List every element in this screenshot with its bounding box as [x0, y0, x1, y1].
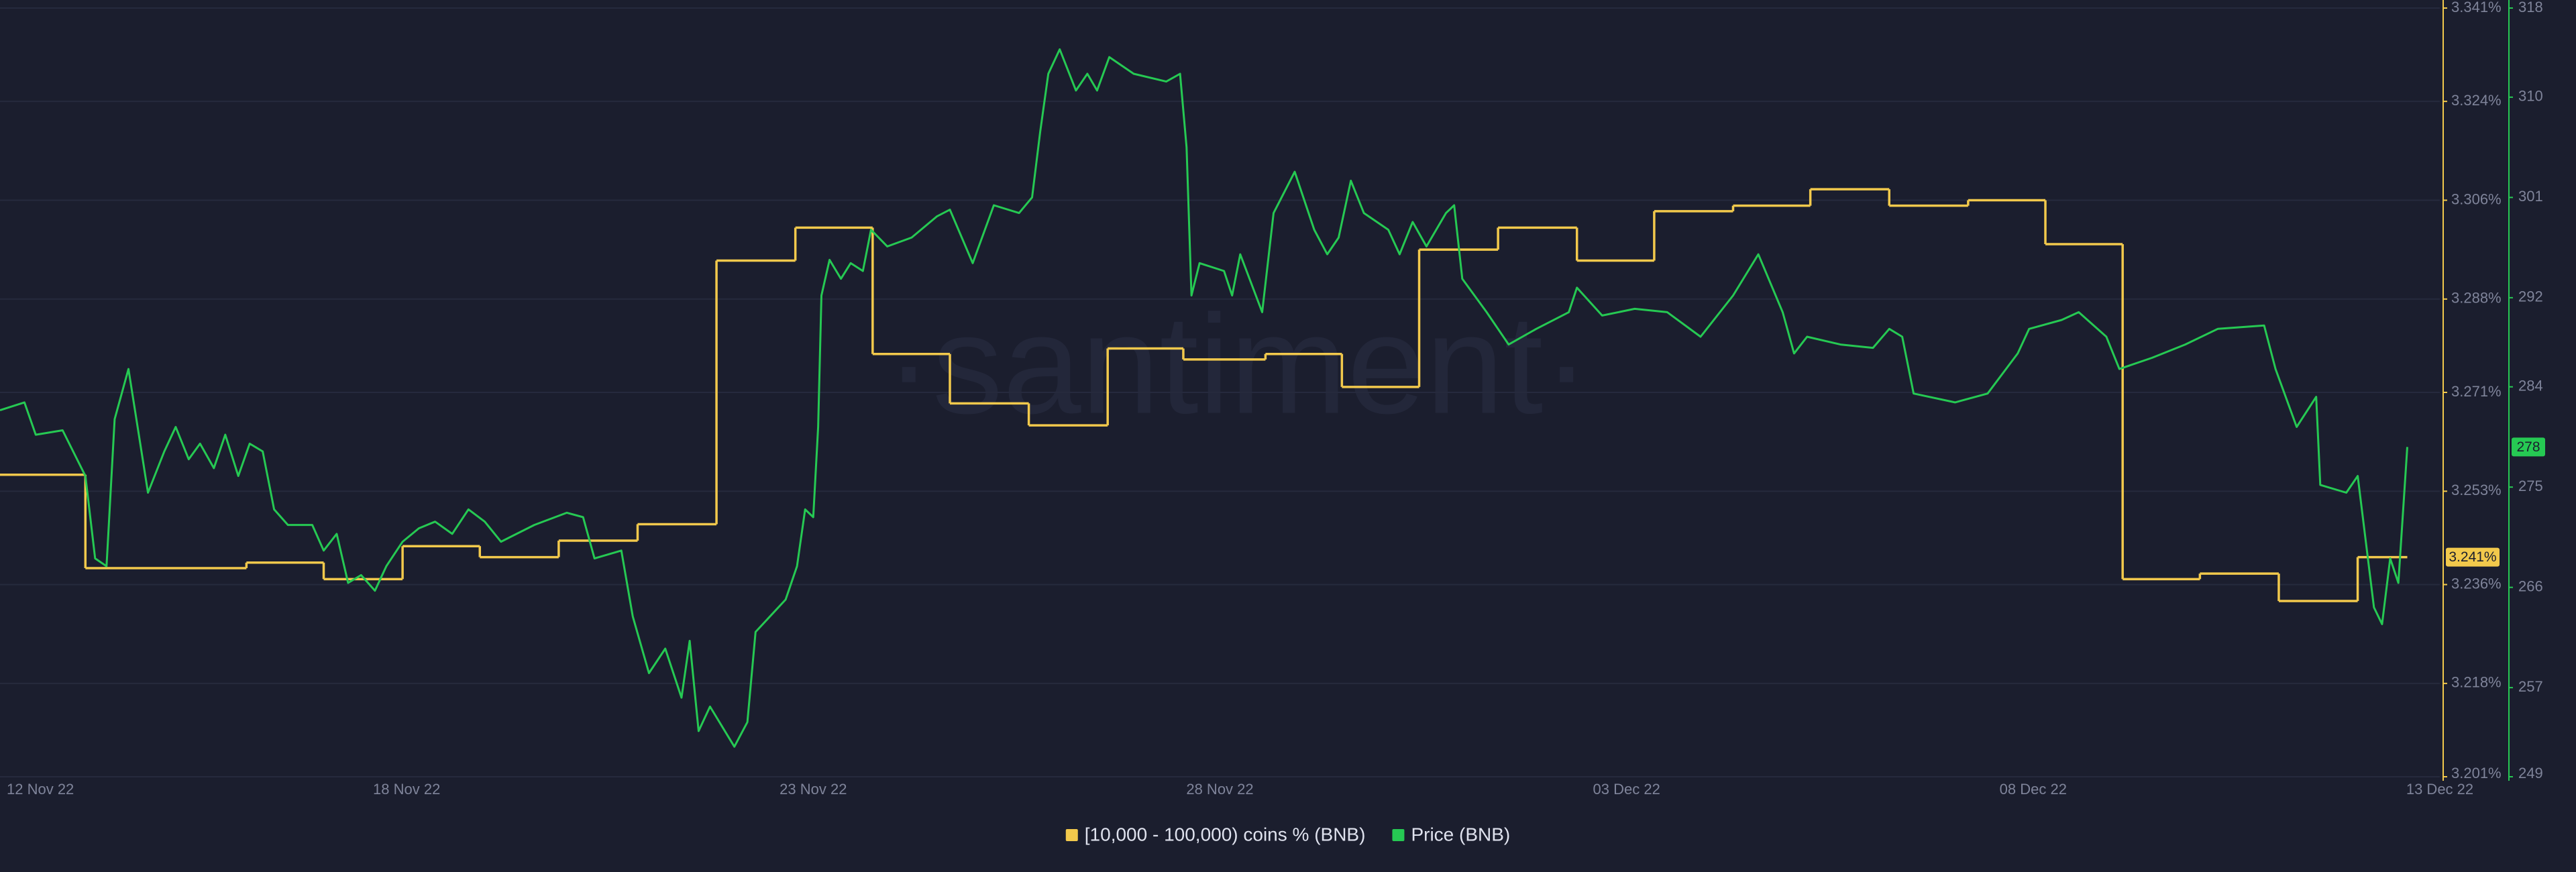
y-tick-label: 3.324%	[2451, 92, 2502, 109]
price-line	[0, 48, 2408, 748]
y-tick-label: 3.271%	[2451, 383, 2502, 400]
y-tick-label: 3.306%	[2451, 190, 2502, 207]
y2-tick-label: 266	[2518, 578, 2543, 594]
y2-tick-label: 301	[2518, 188, 2543, 205]
y2-tick-label: 249	[2518, 765, 2543, 781]
last-value-badge: 3.241%	[2446, 547, 2500, 567]
x-tick-label: 18 Nov 22	[373, 781, 440, 798]
y2-tick-label: 310	[2518, 88, 2543, 105]
x-tick-label: 08 Dec 22	[2000, 781, 2067, 798]
badge-box	[2512, 437, 2545, 457]
badge-box	[2446, 547, 2500, 567]
y-tick-label: 3.236%	[2451, 575, 2502, 592]
legend-swatch	[1392, 829, 1405, 841]
y-tick-label: 3.253%	[2451, 482, 2502, 498]
y-tick-label: 3.341%	[2451, 0, 2502, 15]
y-tick-label: 3.218%	[2451, 674, 2502, 691]
y2-tick-label: 318	[2518, 0, 2543, 15]
x-tick-label: 03 Dec 22	[1593, 781, 1660, 798]
y-tick-label: 3.201%	[2451, 765, 2502, 781]
legend-label: Price (BNB)	[1411, 824, 1510, 844]
y-tick-label: 3.288%	[2451, 290, 2502, 307]
legend: [10,000 - 100,000) coins % (BNB) Price (B…	[1065, 824, 1510, 844]
y2-tick-label: 284	[2518, 378, 2543, 394]
y2-tick-label: 257	[2518, 678, 2543, 695]
legend-label: [10,000 - 100,000) coins % (BNB)	[1085, 824, 1366, 844]
watermark: ·santiment·	[885, 285, 1590, 443]
legend-swatch	[1065, 829, 1078, 841]
x-tick-label: 28 Nov 22	[1186, 781, 1253, 798]
x-tick-label: 12 Nov 22	[7, 781, 74, 798]
badge-label: 278	[2516, 439, 2540, 455]
y2-tick-label: 275	[2518, 478, 2543, 494]
x-tick-label: 23 Nov 22	[780, 781, 847, 798]
badge-label: 3.241%	[2449, 549, 2496, 565]
x-tick-label: 13 Dec 22	[2406, 781, 2473, 798]
last-value-badge: 278	[2512, 437, 2545, 457]
y2-tick-label: 292	[2518, 288, 2543, 305]
